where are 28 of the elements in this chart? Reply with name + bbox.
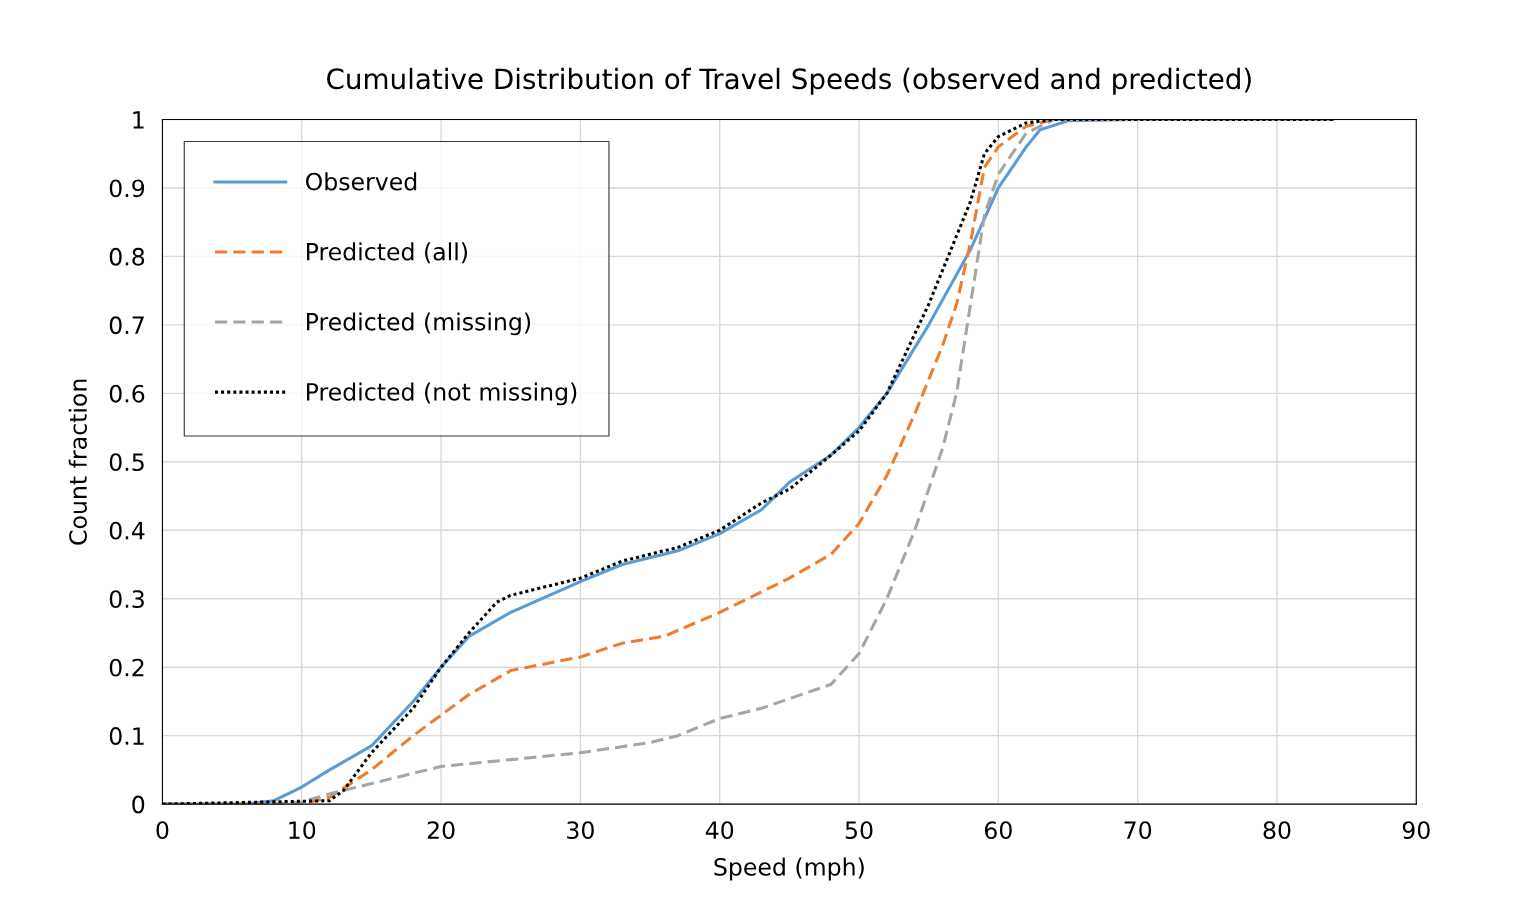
legend-label: Observed [306, 172, 417, 191]
x-tick-label: 80 [1263, 821, 1291, 840]
x-tick-label: 60 [984, 821, 1012, 840]
y-tick-label: 0.8 [109, 247, 145, 266]
legend-label: Predicted (not missing) [307, 382, 577, 406]
x-tick-label: 40 [705, 821, 734, 840]
y-tick-label: 0.7 [109, 316, 144, 335]
y-tick-label: 0 [132, 795, 145, 814]
y-tick-label: 1 [133, 111, 144, 129]
chart-title: Cumulative Distribution of Travel Speeds (observed and predicted) [327, 67, 1251, 95]
y-axis-title: Count fraction [68, 379, 87, 545]
y-tick-label: 0.3 [109, 590, 144, 609]
x-axis-title: Speed (mph) [714, 857, 864, 881]
legend-label: Predicted (missing) [307, 312, 531, 336]
legend-label: Predicted (all) [307, 242, 467, 264]
x-tick-label: 90 [1402, 821, 1430, 840]
y-tick-label: 0.5 [109, 453, 144, 472]
y-tick-label: 0.6 [109, 384, 145, 403]
y-tick-label: 0.2 [109, 658, 144, 677]
x-tick-label: 30 [567, 821, 594, 840]
y-tick-label: 0.9 [109, 179, 145, 198]
y-tick-label: 0.1 [109, 727, 144, 745]
x-tick-label: 70 [1124, 821, 1152, 840]
x-tick-label: 50 [845, 821, 873, 840]
x-tick-label: 0 [156, 821, 169, 840]
x-tick-label: 20 [427, 821, 455, 840]
y-tick-label: 0.4 [109, 521, 145, 540]
x-tick-label: 10 [289, 821, 316, 840]
